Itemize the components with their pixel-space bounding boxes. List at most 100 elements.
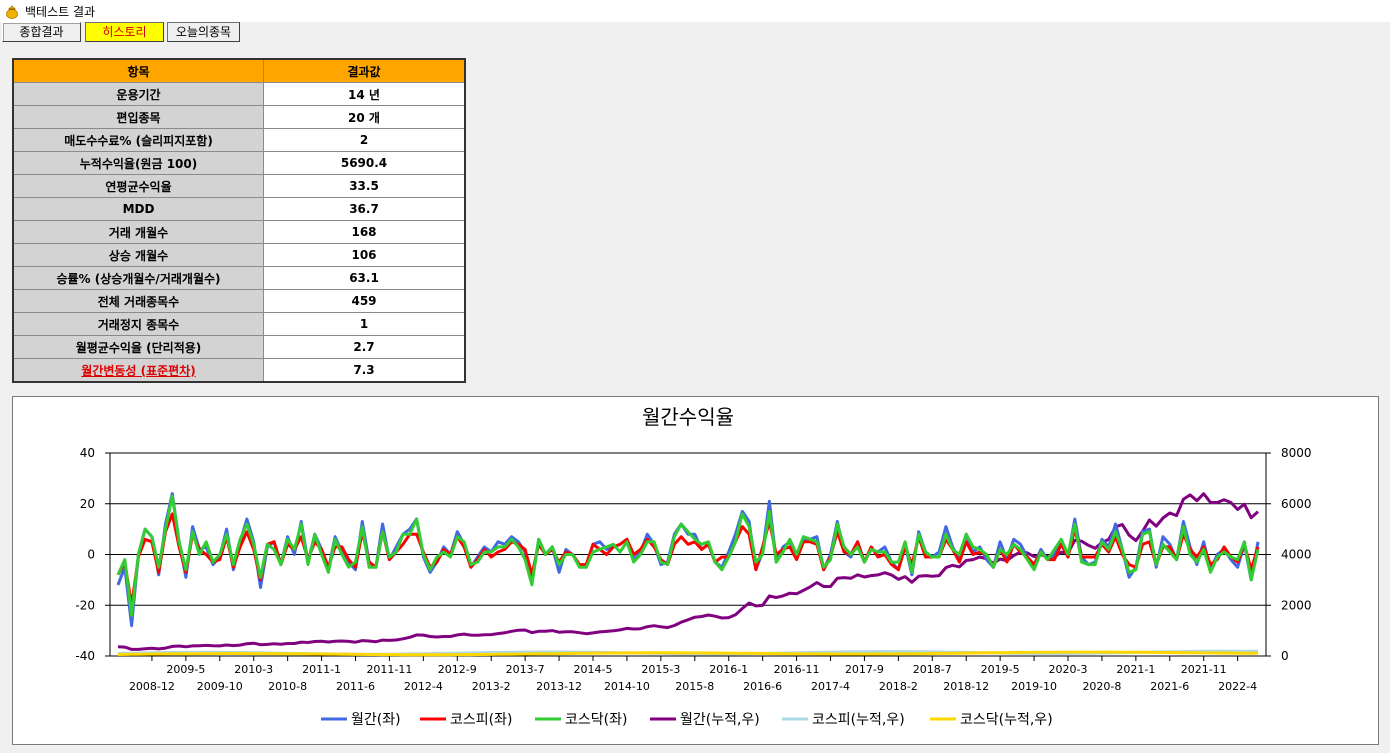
row-label-text: 거래 개월수 bbox=[108, 225, 169, 240]
row-value: 14 년 bbox=[263, 82, 466, 106]
y-tick-label-right: 4000 bbox=[1281, 548, 1312, 562]
y-tick-label-right: 0 bbox=[1281, 649, 1289, 663]
x-tick-label: 2015-8 bbox=[675, 680, 714, 693]
row-label-text: 연평균수익율 bbox=[105, 179, 172, 194]
legend-label: 코스닥(누적,우) bbox=[960, 712, 1053, 728]
y-tick-label-left: 20 bbox=[80, 497, 95, 511]
x-tick-label: 2021-6 bbox=[1150, 680, 1189, 693]
row-label-text[interactable]: 월간변동성 (표준편차) bbox=[81, 363, 196, 378]
table-row: 상승 개월수 106 bbox=[12, 243, 466, 267]
table-row: 월평균수익율 (단리적용) 2.7 bbox=[12, 335, 466, 359]
x-tick-label: 2013-7 bbox=[506, 663, 545, 676]
x-tick-label: 2009-5 bbox=[166, 663, 205, 676]
tab-history-button[interactable]: 히스토리 bbox=[85, 22, 164, 42]
row-label[interactable]: 월간변동성 (표준편차) bbox=[12, 358, 264, 383]
x-tick-label: 2020-8 bbox=[1082, 680, 1121, 693]
row-value: 20 개 bbox=[263, 105, 466, 129]
row-value: 63.1 bbox=[263, 266, 466, 290]
column-header-value: 결과값 bbox=[263, 58, 466, 83]
x-tick-label: 2016-11 bbox=[774, 663, 820, 676]
row-label: 누적수익율(원금 100) bbox=[12, 151, 264, 175]
result-table: 항목 결과값 운용기간 14 년 편입종목 20 개 매도수수료% (슬리피지포함) 2 누… bbox=[12, 58, 466, 383]
legend-label: 월간(좌) bbox=[351, 712, 401, 728]
x-tick-label: 2018-2 bbox=[879, 680, 918, 693]
x-tick-label: 2017-4 bbox=[811, 680, 850, 693]
x-tick-label: 2012-9 bbox=[438, 663, 477, 676]
row-label: 운용기간 bbox=[12, 82, 264, 106]
x-tick-label: 2016-6 bbox=[743, 680, 782, 693]
legend-label: 코스피(좌) bbox=[450, 712, 512, 728]
row-label: 편입종목 bbox=[12, 105, 264, 129]
x-tick-label: 2021-1 bbox=[1116, 663, 1155, 676]
chart-canvas: 월간수익율 -40 -20 0 20 40 0 2000 4000 6000 8000 2009-5 2… bbox=[75, 405, 1312, 728]
tab-today-stocks-button[interactable]: 오늘의종목 bbox=[167, 22, 240, 42]
table-row: 전체 거래종목수 459 bbox=[12, 289, 466, 313]
chart-title: 월간수익율 bbox=[642, 405, 734, 429]
tab-summary-button[interactable]: 종합결과 bbox=[2, 22, 81, 42]
table-header-row: 항목 결과값 bbox=[12, 58, 466, 83]
row-value: 168 bbox=[263, 220, 466, 244]
result-table-body: 운용기간 14 년 편입종목 20 개 매도수수료% (슬리피지포함) 2 누적수익율(원금… bbox=[12, 82, 466, 383]
x-tick-label: 2015-3 bbox=[641, 663, 680, 676]
row-label-text: 월평균수익율 (단리적용) bbox=[75, 340, 202, 355]
x-tick-label: 2019-5 bbox=[981, 663, 1020, 676]
row-label-text: 편입종목 bbox=[116, 110, 161, 125]
row-value: 1 bbox=[263, 312, 466, 336]
x-tick-label: 2008-12 bbox=[129, 680, 175, 693]
row-value: 2 bbox=[263, 128, 466, 152]
row-value: 459 bbox=[263, 289, 466, 313]
x-tick-label: 2016-1 bbox=[709, 663, 748, 676]
legend-label: 코스닥(좌) bbox=[565, 712, 627, 728]
x-tick-label: 2009-10 bbox=[197, 680, 243, 693]
table-row: 운용기간 14 년 bbox=[12, 82, 466, 106]
table-row: 누적수익율(원금 100) 5690.4 bbox=[12, 151, 466, 175]
x-tick-label: 2012-4 bbox=[404, 680, 443, 693]
x-tick-label: 2011-6 bbox=[336, 680, 375, 693]
row-value: 2.7 bbox=[263, 335, 466, 359]
monthly-return-chart: 월간수익율 -40 -20 0 20 40 0 2000 4000 6000 8000 2009-5 2… bbox=[12, 396, 1379, 745]
table-row: 월간변동성 (표준편차) 7.3 bbox=[12, 358, 466, 383]
row-value: 5690.4 bbox=[263, 151, 466, 175]
y-tick-label-right: 2000 bbox=[1281, 598, 1312, 612]
row-label: 연평균수익율 bbox=[12, 174, 264, 198]
row-label: 거래정지 종목수 bbox=[12, 312, 264, 336]
x-tick-label: 2011-11 bbox=[366, 663, 412, 676]
row-label-text: 누적수익율(원금 100) bbox=[79, 156, 198, 171]
table-row: 거래 개월수 168 bbox=[12, 220, 466, 244]
y-tick-label-left: -20 bbox=[75, 598, 95, 612]
column-header-item: 항목 bbox=[12, 58, 264, 83]
x-tick-label: 2011-1 bbox=[302, 663, 341, 676]
y-tick-label-left: 0 bbox=[87, 548, 95, 562]
x-tick-label: 2022-4 bbox=[1218, 680, 1257, 693]
x-tick-label: 2018-7 bbox=[913, 663, 952, 676]
y-tick-label-right: 8000 bbox=[1281, 446, 1312, 460]
row-label: 승률% (상승개월수/거래개월수) bbox=[12, 266, 264, 290]
row-label: MDD bbox=[12, 197, 264, 221]
row-label: 상승 개월수 bbox=[12, 243, 264, 267]
legend-label: 월간(누적,우) bbox=[680, 712, 760, 728]
row-value: 36.7 bbox=[263, 197, 466, 221]
row-label: 전체 거래종목수 bbox=[12, 289, 264, 313]
table-row: 연평균수익율 33.5 bbox=[12, 174, 466, 198]
row-label-text: 매도수수료% (슬리피지포함) bbox=[64, 133, 213, 148]
series-line-2 bbox=[116, 512, 1260, 607]
series-line-6 bbox=[117, 650, 1258, 657]
x-tick-label: 2014-10 bbox=[604, 680, 650, 693]
x-tick-label: 2021-11 bbox=[1181, 663, 1227, 676]
window-title: 백테스트 결과 bbox=[25, 5, 96, 19]
y-tick-label-left: -40 bbox=[75, 649, 95, 663]
x-tick-label: 2013-2 bbox=[472, 680, 511, 693]
y-tick-label-right: 6000 bbox=[1281, 497, 1312, 511]
table-row: 거래정지 종목수 1 bbox=[12, 312, 466, 336]
x-tick-label: 2017-9 bbox=[845, 663, 884, 676]
legend-label: 코스피(누적,우) bbox=[812, 712, 905, 728]
x-tick-label: 2010-8 bbox=[268, 680, 307, 693]
series-line-1 bbox=[116, 492, 1260, 628]
row-label-text: 승률% (상승개월수/거래개월수) bbox=[56, 271, 221, 286]
table-row: 매도수수료% (슬리피지포함) 2 bbox=[12, 128, 466, 152]
row-label: 월평균수익율 (단리적용) bbox=[12, 335, 264, 359]
x-tick-label: 2018-12 bbox=[943, 680, 989, 693]
x-tick-label: 2019-10 bbox=[1011, 680, 1057, 693]
y-tick-label-left: 40 bbox=[80, 446, 95, 460]
x-tick-label: 2013-12 bbox=[536, 680, 582, 693]
